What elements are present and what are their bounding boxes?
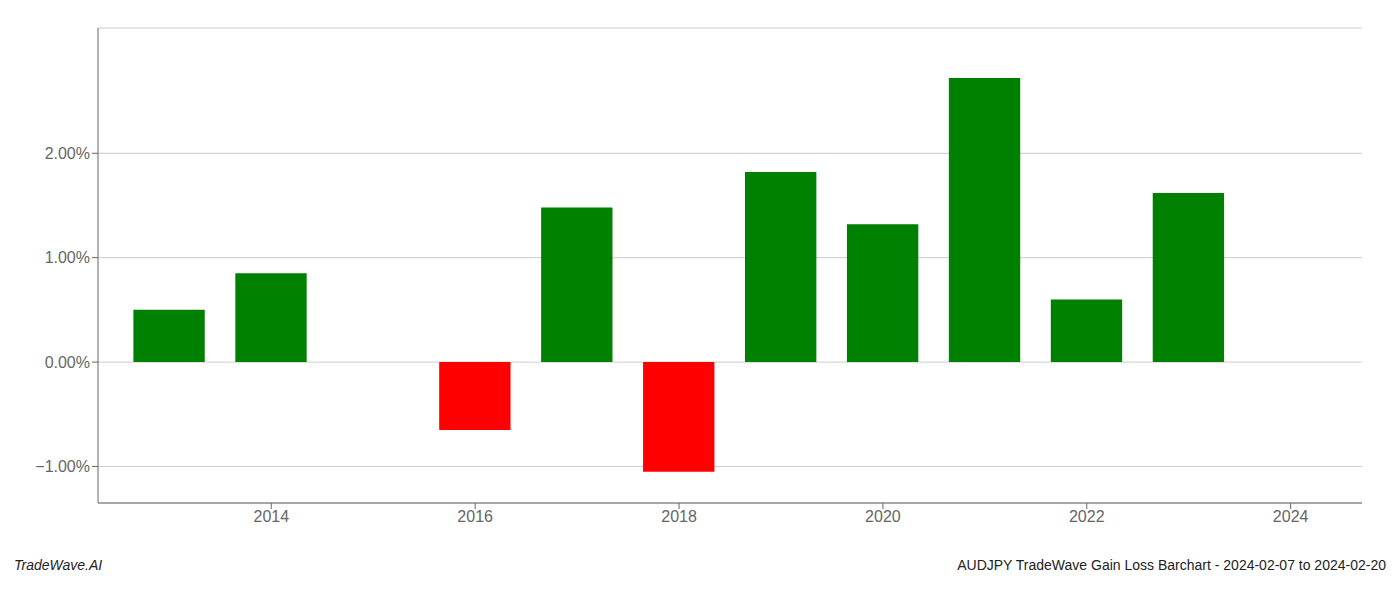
svg-text:0.00%: 0.00% xyxy=(45,354,90,371)
svg-text:2020: 2020 xyxy=(865,508,901,525)
svg-text:2018: 2018 xyxy=(661,508,697,525)
svg-text:2014: 2014 xyxy=(253,508,289,525)
svg-text:2016: 2016 xyxy=(457,508,493,525)
html-text:AUDJPY TradeWave Gain Loss Bar: AUDJPY TradeWave Gain Loss Barchart - 20… xyxy=(957,557,1386,573)
html-text:TradeWave.AI: TradeWave.AI xyxy=(14,557,103,573)
svg-text:2022: 2022 xyxy=(1069,508,1105,525)
svg-text:−1.00%: −1.00% xyxy=(35,458,90,475)
svg-text:2024: 2024 xyxy=(1273,508,1309,525)
svg-text:1.00%: 1.00% xyxy=(45,249,90,266)
svg-text:2.00%: 2.00% xyxy=(45,145,90,162)
